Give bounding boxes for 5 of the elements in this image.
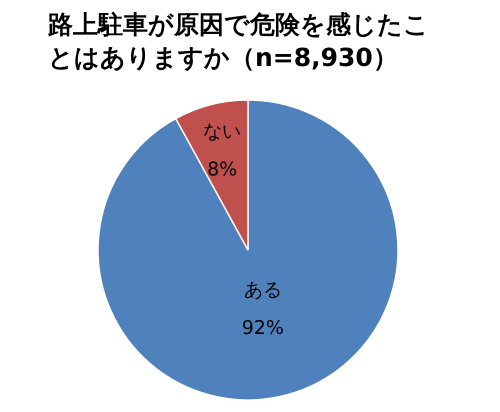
data-label: 8% — [207, 158, 238, 180]
slice-label: ある — [244, 278, 282, 301]
data-label: 92% — [242, 316, 284, 339]
chart-title: 路上駐車が原因で危険を感じたことはありますか（n=8,930） — [48, 9, 430, 74]
slice-label: ない — [203, 120, 242, 142]
